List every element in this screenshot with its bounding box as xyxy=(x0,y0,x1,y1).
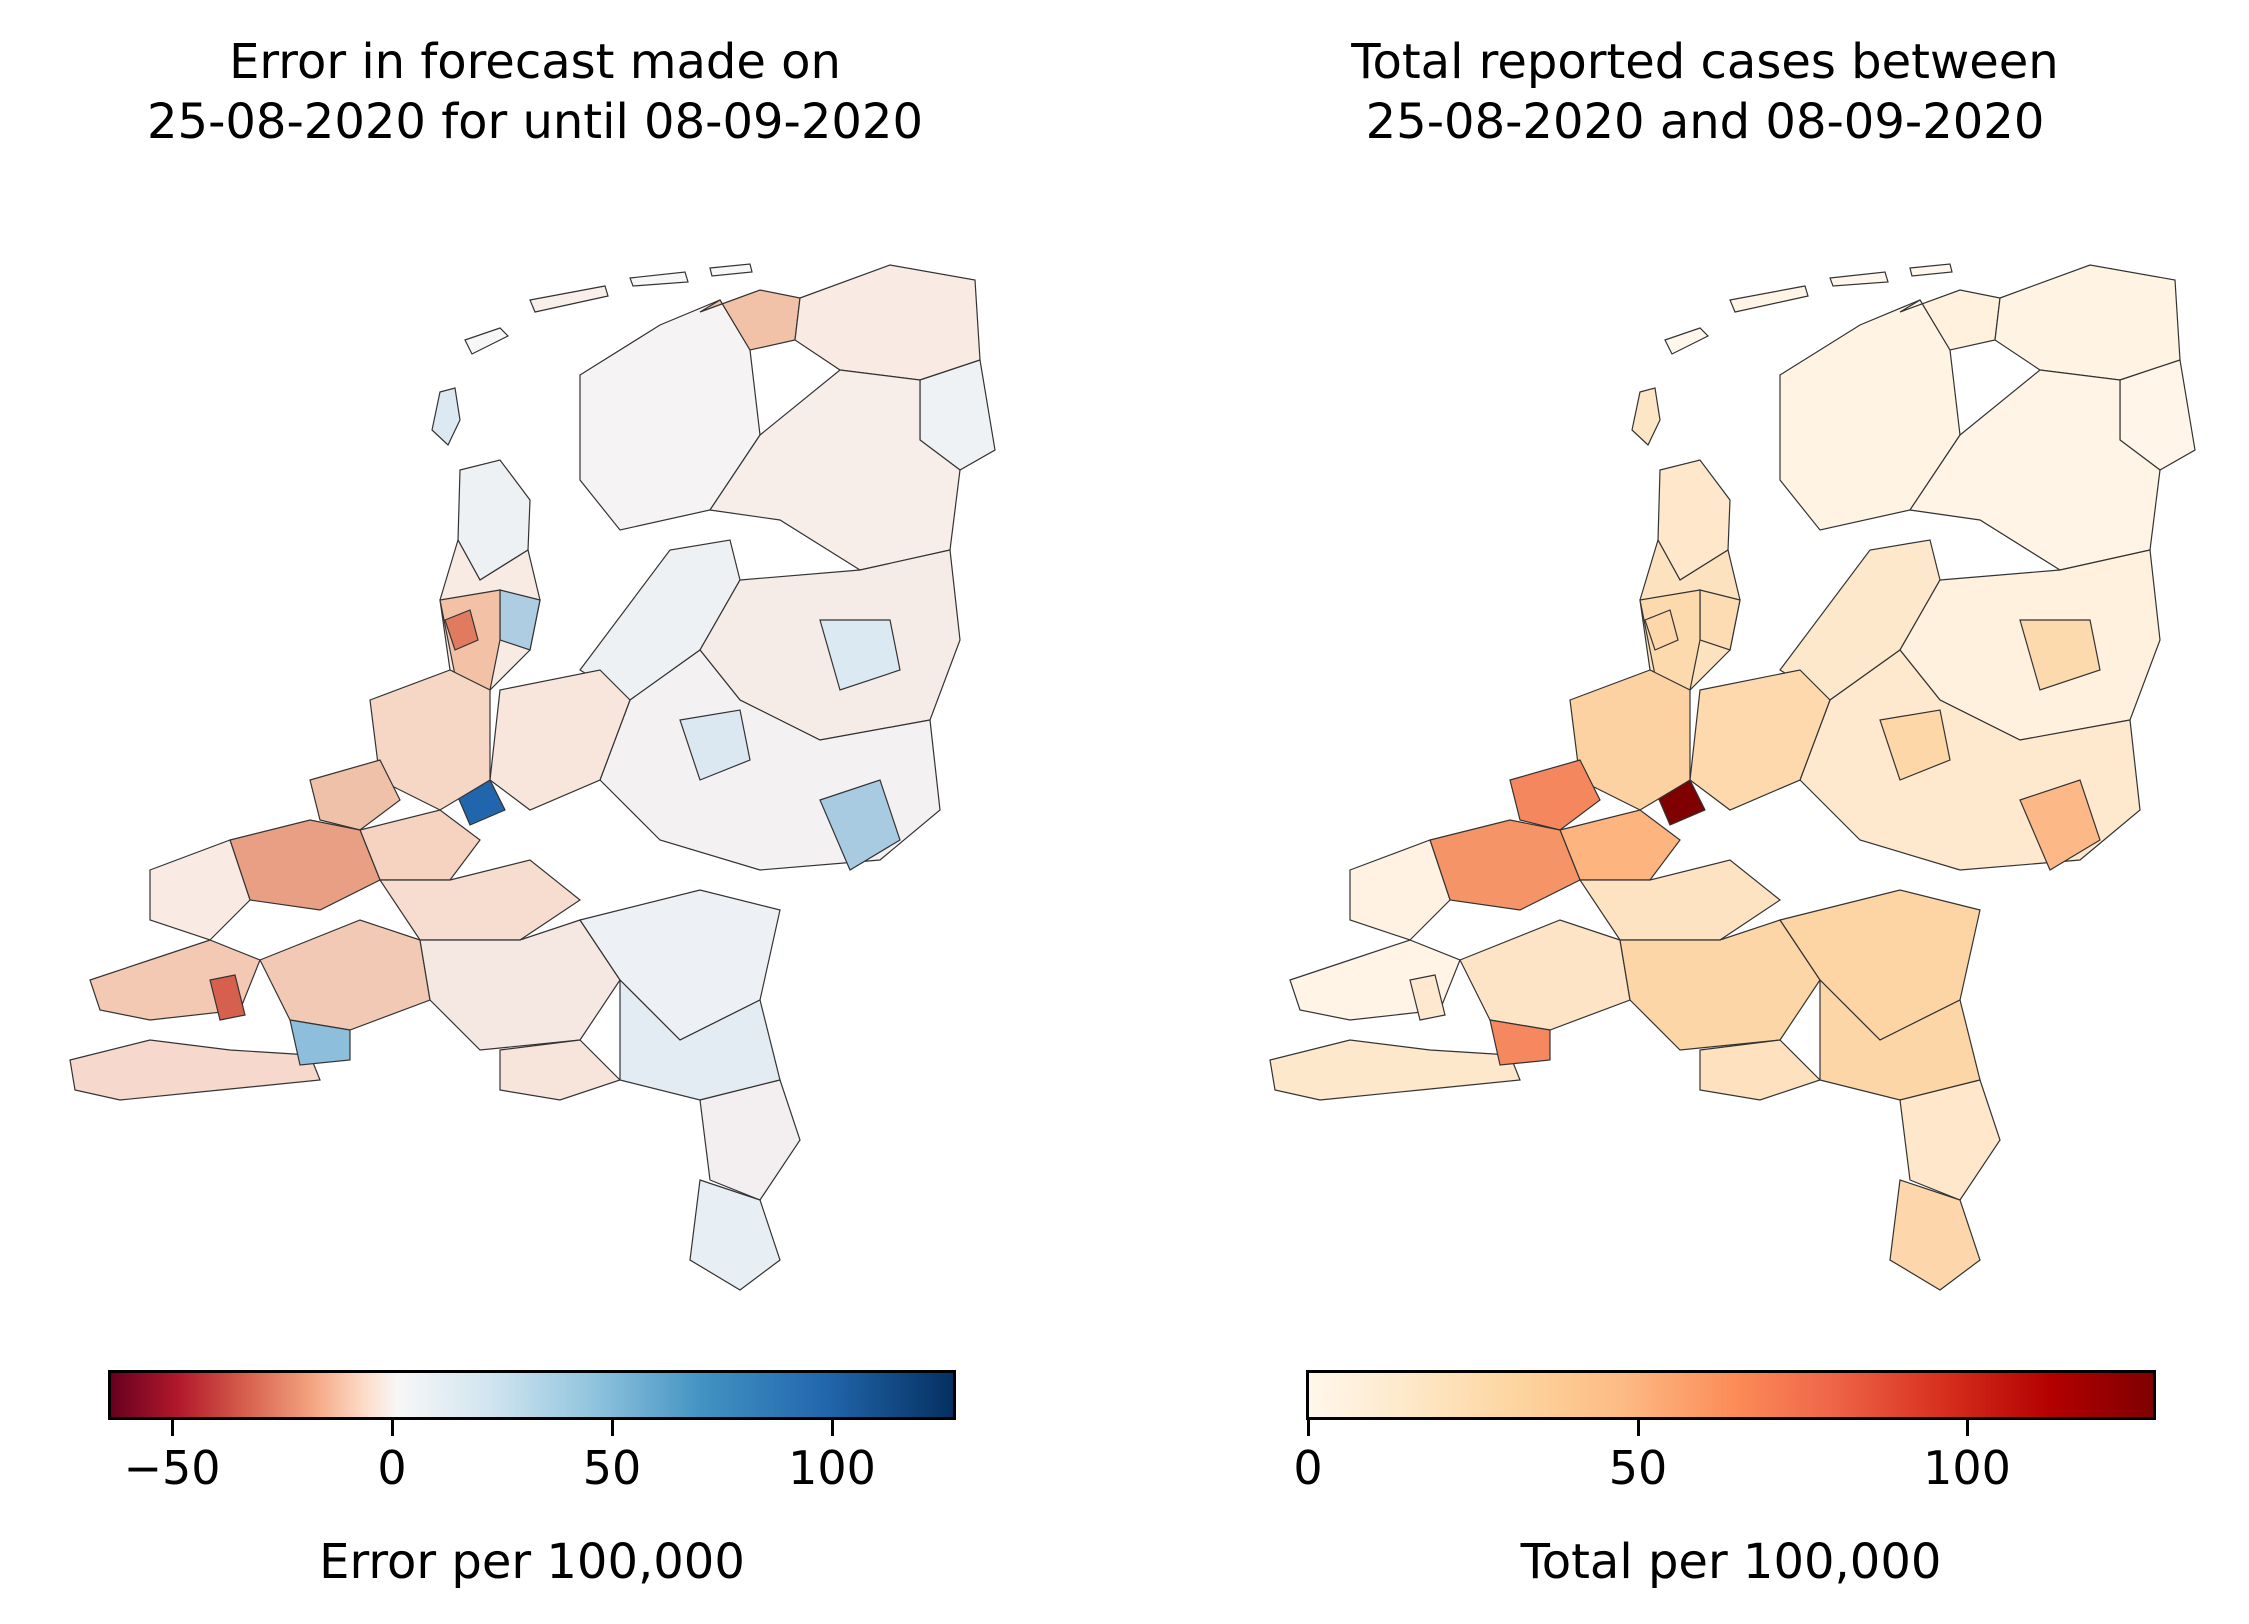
region-arnhem xyxy=(679,709,751,781)
error-colorbar-label: Error per 100,000 xyxy=(319,1534,745,1590)
region-zeeuws-vlaanderen xyxy=(1269,1039,1521,1101)
region-brabant-west xyxy=(259,919,431,1031)
cases-colorbar xyxy=(1306,1370,2156,1420)
region-groningen xyxy=(794,264,981,381)
error-map xyxy=(69,263,996,1291)
error-tick-label: −50 xyxy=(123,1441,221,1495)
error-tick-mark xyxy=(171,1420,174,1436)
region-zeeuws-vlaanderen xyxy=(69,1039,321,1101)
region-tilburg xyxy=(1489,1019,1551,1066)
region-arnhem xyxy=(1879,709,1951,781)
island-ameland xyxy=(629,271,689,287)
cases-tick-mark xyxy=(1966,1420,1969,1436)
island-texel xyxy=(431,387,461,446)
region-zaanstad xyxy=(499,589,541,651)
region-brabant-mid xyxy=(419,919,621,1051)
region-zeeland-north xyxy=(1349,839,1451,941)
region-drenthe xyxy=(708,369,961,571)
error-tick-label: 50 xyxy=(582,1441,642,1495)
region-zeeland-north xyxy=(149,839,251,941)
region-zeeland-spot xyxy=(209,974,246,1021)
region-eindhoven xyxy=(1699,1039,1822,1101)
region-brabant-west xyxy=(1459,919,1631,1031)
error-tick-mark xyxy=(391,1420,394,1436)
region-tilburg xyxy=(289,1019,351,1066)
region-gelderland-east xyxy=(2019,779,2101,871)
region-brabant-mid xyxy=(1619,919,1821,1051)
error-tick-mark xyxy=(831,1420,834,1436)
region-drenthe xyxy=(1908,369,2161,571)
region-limburg-north xyxy=(699,1079,801,1201)
region-groningen xyxy=(1994,264,2181,381)
error-colorbar xyxy=(108,1370,956,1420)
island-ameland xyxy=(1829,271,1889,287)
region-twente xyxy=(819,619,901,691)
island-schiermonnikoog xyxy=(709,263,753,277)
region-limburg-south xyxy=(689,1179,781,1291)
region-rijnmond xyxy=(1429,819,1581,911)
region-limburg-south xyxy=(1889,1179,1981,1291)
cases-tick-mark xyxy=(1307,1420,1310,1436)
region-rotterdam xyxy=(1559,809,1681,881)
cases-tick-label: 100 xyxy=(1923,1441,2011,1495)
region-alkmaar-spot xyxy=(444,609,479,651)
left-map-title: Error in forecast made on 25-08-2020 for… xyxy=(146,34,923,150)
cases-tick-mark xyxy=(1637,1420,1640,1436)
region-limburg-north xyxy=(1899,1079,2001,1201)
region-twente xyxy=(2019,619,2101,691)
error-tick-label: 100 xyxy=(788,1441,876,1495)
region-eindhoven xyxy=(499,1039,622,1101)
island-texel xyxy=(1631,387,1661,446)
cases-tick-label: 50 xyxy=(1608,1441,1668,1495)
region-alkmaar-spot xyxy=(1644,609,1679,651)
cases-map xyxy=(1269,263,2196,1291)
cases-colorbar-label: Total per 100,000 xyxy=(1520,1534,1942,1590)
island-vlieland xyxy=(464,327,510,355)
island-vlieland xyxy=(1664,327,1710,355)
island-terschelling xyxy=(529,285,609,313)
region-zeeland-spot xyxy=(1409,974,1446,1021)
region-den-haag xyxy=(309,759,401,831)
island-terschelling xyxy=(1729,285,1809,313)
island-schiermonnikoog xyxy=(1909,263,1953,277)
region-rotterdam xyxy=(359,809,481,881)
error-tick-mark xyxy=(611,1420,614,1436)
region-gelderland-east xyxy=(819,779,901,871)
region-rijnmond xyxy=(229,819,381,911)
right-map-title: Total reported cases between 25-08-2020 … xyxy=(1351,34,2059,150)
region-zaanstad xyxy=(1699,589,1741,651)
error-tick-label: 0 xyxy=(377,1441,407,1495)
cases-tick-label: 0 xyxy=(1293,1441,1323,1495)
region-den-haag xyxy=(1509,759,1601,831)
